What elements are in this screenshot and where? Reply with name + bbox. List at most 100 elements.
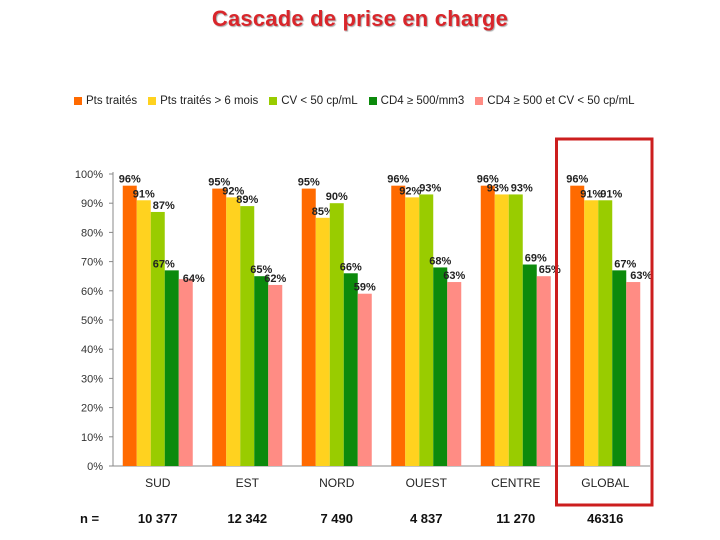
data-label: 96% xyxy=(387,174,409,186)
data-label: 91% xyxy=(580,188,602,200)
legend-swatch xyxy=(148,97,157,105)
bar-sud-s2 xyxy=(136,200,151,466)
y-tick-label: 90% xyxy=(81,198,103,210)
bar-global-s3 xyxy=(598,200,613,466)
legend-swatch xyxy=(269,97,278,105)
legend-item-2: Pts traités > 6 mois xyxy=(148,95,258,107)
bar-est-s1 xyxy=(212,188,227,466)
bar-est-s2 xyxy=(226,197,241,467)
x-category-label: CENTRE xyxy=(491,476,540,490)
data-label: 93% xyxy=(419,182,441,194)
data-label: 63% xyxy=(443,270,465,282)
y-tick-label: 20% xyxy=(81,403,103,415)
data-label: 90% xyxy=(326,191,348,203)
bar-global-s2 xyxy=(584,200,599,466)
bar-nord-s2 xyxy=(315,217,330,466)
data-label: 96% xyxy=(119,174,141,186)
x-category-label: EST xyxy=(236,476,260,490)
data-label: 63% xyxy=(630,270,652,282)
bar-centre-s5 xyxy=(536,276,551,466)
data-label: 91% xyxy=(600,188,622,200)
bar-est-s4 xyxy=(254,276,269,466)
bar-sud-s4 xyxy=(164,270,179,466)
data-label: 95% xyxy=(298,177,320,189)
data-label: 91% xyxy=(133,188,155,200)
y-tick-label: 0% xyxy=(87,461,103,473)
bar-nord-s4 xyxy=(343,273,358,466)
legend-swatch xyxy=(74,97,82,105)
data-label: 96% xyxy=(477,174,499,186)
legend-item-1: Pts traités xyxy=(74,95,137,107)
data-label: 64% xyxy=(183,273,205,285)
data-label: 68% xyxy=(429,255,451,267)
bar-ouest-s5 xyxy=(447,282,462,466)
data-label: 96% xyxy=(566,174,588,186)
bar-sud-s1 xyxy=(122,185,137,466)
n-label: n = xyxy=(80,511,100,526)
legend-label: CD4 ≥ 500 et CV < 50 cp/mL xyxy=(487,95,635,107)
bar-ouest-s1 xyxy=(391,185,406,466)
x-category-label: OUEST xyxy=(406,476,448,490)
bar-ouest-s3 xyxy=(419,194,434,466)
y-tick-label: 100% xyxy=(75,169,103,181)
data-label: 66% xyxy=(340,261,362,273)
bar-sud-s5 xyxy=(178,279,193,466)
legend-swatch xyxy=(368,97,377,105)
legend-item-5: CD4 ≥ 500 et CV < 50 cp/mL xyxy=(475,95,635,107)
y-tick-label: 10% xyxy=(81,432,103,444)
bar-est-s5 xyxy=(268,284,283,466)
y-tick-label: 40% xyxy=(81,344,103,356)
y-tick-label: 50% xyxy=(81,315,103,327)
legend-label: Pts traités xyxy=(86,95,138,107)
x-category-label: NORD xyxy=(319,476,355,490)
legend-label: CV < 50 cp/mL xyxy=(281,95,358,107)
legend-item-3: CV < 50 cp/mL xyxy=(269,95,358,107)
bar-global-s5 xyxy=(626,282,641,466)
bar-sud-s3 xyxy=(150,211,165,466)
bar-global-s4 xyxy=(612,270,627,466)
data-label: 59% xyxy=(354,282,376,294)
legend-label: CD4 ≥ 500/mm3 xyxy=(380,95,465,107)
n-value: 10 377 xyxy=(138,511,178,526)
x-category-label: GLOBAL xyxy=(581,476,629,490)
y-tick-label: 80% xyxy=(81,227,103,239)
data-label: 92% xyxy=(399,185,421,197)
bar-ouest-s2 xyxy=(405,197,420,467)
legend-item-4: CD4 ≥ 500/mm3 xyxy=(368,95,465,107)
bar-centre-s1 xyxy=(480,185,495,466)
data-label: 87% xyxy=(153,200,175,212)
data-label: 93% xyxy=(511,182,533,194)
bar-ouest-s4 xyxy=(433,267,448,466)
data-label: 85% xyxy=(312,206,334,218)
bar-centre-s4 xyxy=(522,264,537,466)
n-value: 7 490 xyxy=(320,511,353,526)
bar-est-s3 xyxy=(240,206,255,466)
n-value: 46316 xyxy=(587,511,623,526)
bar-global-s1 xyxy=(570,185,585,466)
data-label: 89% xyxy=(236,194,258,206)
y-tick-label: 70% xyxy=(81,257,103,269)
data-label: 62% xyxy=(264,273,286,285)
data-label: 67% xyxy=(614,258,636,270)
legend-swatch xyxy=(475,97,484,105)
bar-nord-s3 xyxy=(329,203,344,466)
bar-centre-s2 xyxy=(494,194,509,466)
n-value: 12 342 xyxy=(227,511,267,526)
legend-label: Pts traités > 6 mois xyxy=(160,95,259,107)
data-label: 93% xyxy=(487,182,509,194)
data-label: 69% xyxy=(525,253,547,265)
x-category-label: SUD xyxy=(145,476,171,490)
data-label: 95% xyxy=(208,177,230,189)
bar-nord-s5 xyxy=(357,293,372,466)
n-value: 11 270 xyxy=(496,511,535,526)
chart-title: Cascade de prise en charge xyxy=(211,6,509,31)
highlight-box xyxy=(555,137,654,507)
y-tick-label: 30% xyxy=(81,373,103,385)
data-label: 92% xyxy=(222,185,244,197)
data-label: 67% xyxy=(153,258,175,270)
y-tick-label: 60% xyxy=(81,286,103,298)
bar-centre-s3 xyxy=(508,194,523,466)
bar-nord-s1 xyxy=(301,188,316,466)
chart-legend: Pts traités Pts traités > 6 mois CV < 50 c… xyxy=(74,93,646,109)
